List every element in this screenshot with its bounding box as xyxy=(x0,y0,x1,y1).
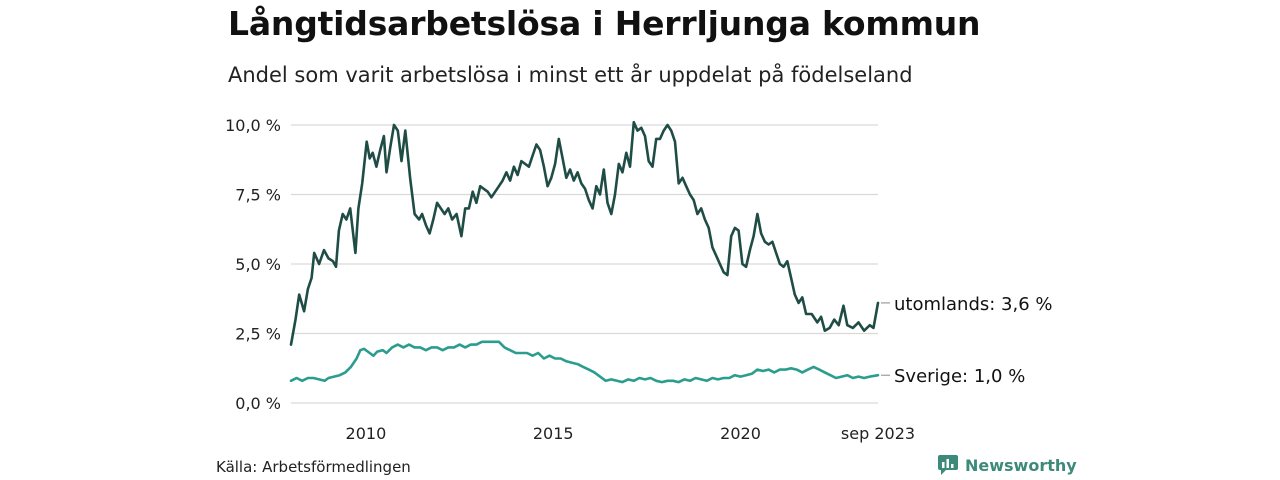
series-lines xyxy=(289,120,880,384)
y-tick-label: 7,5 % xyxy=(235,186,281,205)
series-line-sverige xyxy=(289,340,880,384)
series-line-utomlands xyxy=(289,120,880,346)
x-tick-label: 2020 xyxy=(720,424,761,443)
source-note: Källa: Arbetsförmedlingen xyxy=(216,458,411,476)
brand-name: Newsworthy xyxy=(965,455,1077,475)
y-axis-ticks: 0,0 % 2,5 % 5,0 % 7,5 % 10,0 % xyxy=(225,116,281,413)
y-tick-label: 10,0 % xyxy=(225,116,281,135)
x-tick-label: 2015 xyxy=(533,424,574,443)
series-end-labels: utomlands: 3,6 % Sverige: 1,0 % xyxy=(881,294,1053,387)
end-label-sverige: Sverige: 1,0 % xyxy=(894,366,1025,387)
y-tick-label: 2,5 % xyxy=(235,325,281,344)
brand-logo: Newsworthy xyxy=(938,455,1077,475)
y-tick-label: 0,0 % xyxy=(235,394,281,413)
y-tick-label: 5,0 % xyxy=(235,255,281,274)
x-axis-ticks: 2010 2015 2020 sep 2023 xyxy=(346,424,916,443)
gridlines xyxy=(291,124,878,404)
chart-title: Långtidsarbetslösa i Herrljunga kommun xyxy=(228,4,981,43)
end-label-utomlands: utomlands: 3,6 % xyxy=(894,294,1053,315)
x-tick-label: sep 2023 xyxy=(841,424,915,443)
newsworthy-logo-icon xyxy=(938,455,958,475)
x-tick-label: 2010 xyxy=(346,424,387,443)
chart-subtitle: Andel som varit arbetslösa i minst ett å… xyxy=(228,63,913,87)
